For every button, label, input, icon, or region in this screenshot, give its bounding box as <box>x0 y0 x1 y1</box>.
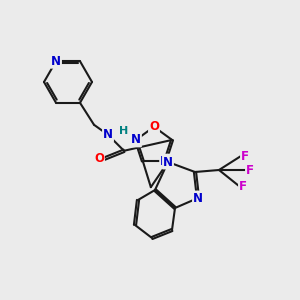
Text: F: F <box>241 149 249 163</box>
Text: H: H <box>119 126 129 136</box>
Text: F: F <box>246 164 254 176</box>
Text: N: N <box>51 55 61 68</box>
Text: O: O <box>94 152 104 165</box>
Text: N: N <box>160 155 170 168</box>
Text: F: F <box>239 179 247 193</box>
Text: N: N <box>163 155 173 169</box>
Text: N: N <box>131 134 141 146</box>
Text: N: N <box>193 191 203 205</box>
Text: O: O <box>149 120 159 133</box>
Text: N: N <box>103 128 113 141</box>
